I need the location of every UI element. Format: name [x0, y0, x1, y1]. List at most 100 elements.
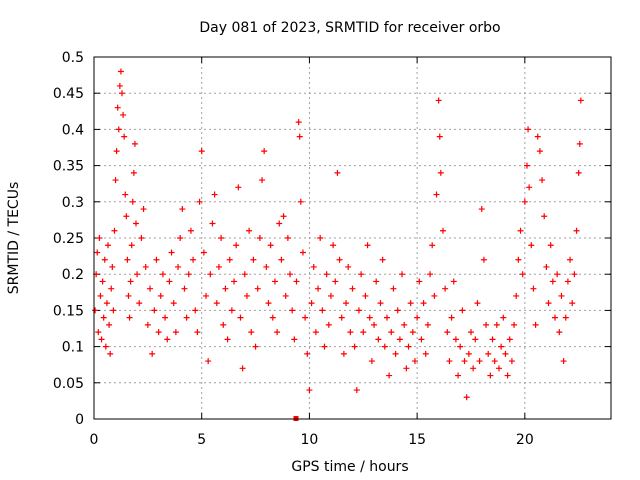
- data-point: [332, 278, 339, 285]
- data-point: [401, 321, 408, 328]
- data-point: [142, 263, 149, 270]
- data-point: [250, 256, 257, 263]
- data-point: [265, 300, 272, 307]
- data-point: [321, 343, 328, 350]
- data-point: [269, 314, 276, 321]
- data-point: [424, 321, 431, 328]
- data-point: [117, 68, 124, 75]
- data-point: [261, 148, 268, 155]
- data-point: [295, 119, 302, 126]
- data-point: [495, 365, 502, 372]
- data-point: [457, 343, 464, 350]
- data-point: [114, 104, 121, 111]
- data-point: [427, 271, 434, 278]
- data-point: [243, 292, 250, 299]
- data-point: [126, 314, 133, 321]
- data-point: [317, 235, 324, 241]
- data-point: [407, 300, 414, 307]
- data-point: [108, 285, 115, 292]
- data-point: [113, 148, 120, 155]
- data-point: [299, 249, 306, 256]
- data-point: [222, 285, 229, 292]
- data-point: [241, 271, 248, 278]
- data-point: [235, 184, 242, 191]
- data-point: [287, 271, 294, 278]
- y-tick-label: 0.5: [62, 50, 84, 66]
- data-point: [467, 329, 474, 336]
- data-point: [506, 336, 513, 343]
- data-point: [100, 314, 107, 321]
- data-point: [549, 278, 556, 285]
- data-point: [291, 336, 298, 343]
- data-point: [103, 300, 110, 307]
- data-point: [102, 343, 109, 350]
- data-point: [96, 235, 103, 241]
- data-point: [511, 321, 518, 328]
- data-point: [409, 329, 416, 336]
- data-point: [155, 329, 162, 336]
- data-point: [168, 249, 175, 256]
- data-point: [562, 314, 569, 321]
- data-point: [133, 220, 140, 227]
- data-point: [312, 329, 319, 336]
- data-point: [504, 372, 511, 379]
- data-point: [474, 300, 481, 307]
- data-point: [271, 278, 278, 285]
- data-point: [381, 343, 388, 350]
- x-tick-label: 20: [516, 432, 534, 448]
- y-tick-label: 0: [75, 412, 84, 428]
- data-point: [233, 242, 240, 249]
- data-point: [358, 271, 365, 278]
- data-point: [129, 198, 136, 205]
- data-point: [196, 198, 203, 205]
- data-point: [109, 263, 116, 270]
- data-point: [526, 184, 533, 191]
- data-point: [362, 292, 369, 299]
- y-tick-label: 0.2: [62, 267, 84, 283]
- data-point: [420, 300, 427, 307]
- data-point: [149, 350, 156, 357]
- data-point: [519, 271, 526, 278]
- data-point: [567, 256, 574, 263]
- data-point: [110, 307, 117, 314]
- data-point: [338, 314, 345, 321]
- data-point: [491, 358, 498, 365]
- data-point: [528, 242, 535, 249]
- data-point: [256, 235, 263, 241]
- data-point: [157, 292, 164, 299]
- data-point: [125, 292, 132, 299]
- data-point: [513, 292, 520, 299]
- data-point: [140, 206, 147, 213]
- data-point: [493, 321, 500, 328]
- data-point: [355, 307, 362, 314]
- data-point: [282, 292, 289, 299]
- data-point: [138, 235, 145, 241]
- y-tick-label: 0.3: [62, 195, 84, 211]
- data-point: [485, 350, 492, 357]
- data-points: [92, 68, 584, 421]
- data-point: [111, 227, 118, 234]
- data-point: [564, 278, 571, 285]
- data-point: [228, 307, 235, 314]
- data-point: [231, 278, 238, 285]
- plot-frame: [93, 56, 612, 420]
- data-point: [461, 358, 468, 365]
- data-point: [310, 263, 317, 270]
- data-point: [302, 314, 309, 321]
- data-point: [164, 336, 171, 343]
- data-point: [130, 169, 137, 176]
- data-point: [569, 300, 576, 307]
- data-point: [105, 242, 112, 249]
- data-point: [297, 198, 304, 205]
- data-point: [124, 256, 131, 263]
- data-point: [107, 350, 114, 357]
- grid: [94, 57, 611, 419]
- data-point: [459, 307, 466, 314]
- data-point: [187, 227, 194, 234]
- data-point: [543, 263, 550, 270]
- data-point: [213, 300, 220, 307]
- data-point: [183, 314, 190, 321]
- data-point: [95, 329, 102, 336]
- data-point: [498, 343, 505, 350]
